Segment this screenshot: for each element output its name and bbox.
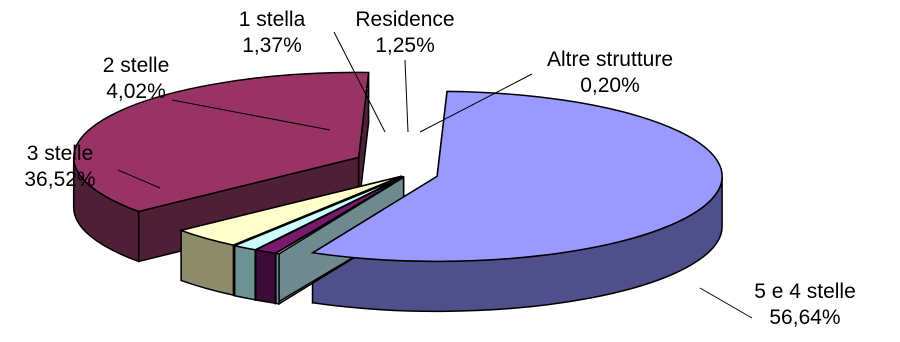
leader-line-5-e-4-stelle (699, 287, 753, 319)
slice-label-name-1-stella: 1 stella (239, 8, 306, 31)
leader-line-residence (404, 59, 409, 133)
leader-lines (117, 31, 753, 319)
slice-3-stelle (72, 71, 370, 213)
slice-label-value-altre-strutture: 0,20% (580, 74, 640, 97)
slice-side-altre-strutture-0 (275, 252, 280, 305)
leader-line-3-stelle (117, 169, 161, 189)
slice-label-value-3-stelle: 36,52% (24, 168, 95, 191)
slice-label-value-1-stella: 1,37% (242, 34, 302, 57)
slice-label-value-2-stelle: 4,02% (106, 80, 166, 103)
leader-line-2-stelle (171, 99, 331, 131)
leader-line-altre-strutture (419, 73, 533, 133)
slice-label-name-2-stelle: 2 stelle (103, 54, 170, 77)
slice-label-value-residence: 1,25% (375, 34, 435, 57)
slice-label-name-residence: Residence (355, 8, 454, 31)
slice-label-name-5-e-4-stelle: 5 e 4 stelle (754, 280, 856, 303)
slice-label-name-3-stelle: 3 stelle (27, 142, 94, 165)
slice-5-e-4-stelle (310, 90, 723, 263)
slice-label-value-5-e-4-stelle: 56,64% (769, 306, 840, 329)
slice-2-stelle (178, 175, 402, 246)
slice-side-residence-0 (255, 249, 277, 305)
leader-line-1-stella (333, 31, 386, 133)
slice-side-1-stella-0 (233, 244, 256, 301)
slice-labels: 5 e 4 stelle 56,64% Altre strutture 0,20% Re… (24, 8, 855, 329)
slice-label-name-altre-strutture: Altre strutture (547, 48, 673, 71)
slice-1-stella (232, 176, 403, 251)
slice-tops (72, 71, 723, 263)
